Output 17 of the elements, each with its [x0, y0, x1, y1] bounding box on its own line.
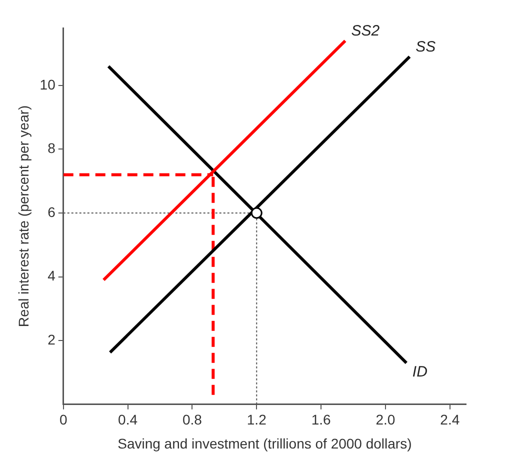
x-tick-label: 1.6 [311, 412, 331, 428]
x-tick-label: 0.8 [182, 412, 202, 428]
x-tick-label: 2.0 [376, 412, 396, 428]
x-tick-label: 0 [59, 412, 68, 428]
x-tick-label: 0.4 [118, 412, 138, 428]
y-tick-label: 4 [48, 268, 56, 284]
x-tick-label: 1.2 [246, 412, 267, 428]
series-label: SS [416, 38, 436, 56]
y-axis-title: Real interest rate (percent per year) [15, 105, 32, 328]
series-label: SS2 [351, 22, 380, 40]
y-tick-label: 6 [48, 204, 56, 220]
series-label: ID [412, 364, 428, 381]
y-tick-label: 10 [40, 76, 56, 92]
x-axis-title: Saving and investment (trillions of 2000 dollars) [118, 435, 412, 452]
x-tick-label: 2.4 [440, 412, 460, 428]
y-tick-label: 2 [48, 331, 56, 348]
y-tick-label: 8 [48, 140, 56, 156]
